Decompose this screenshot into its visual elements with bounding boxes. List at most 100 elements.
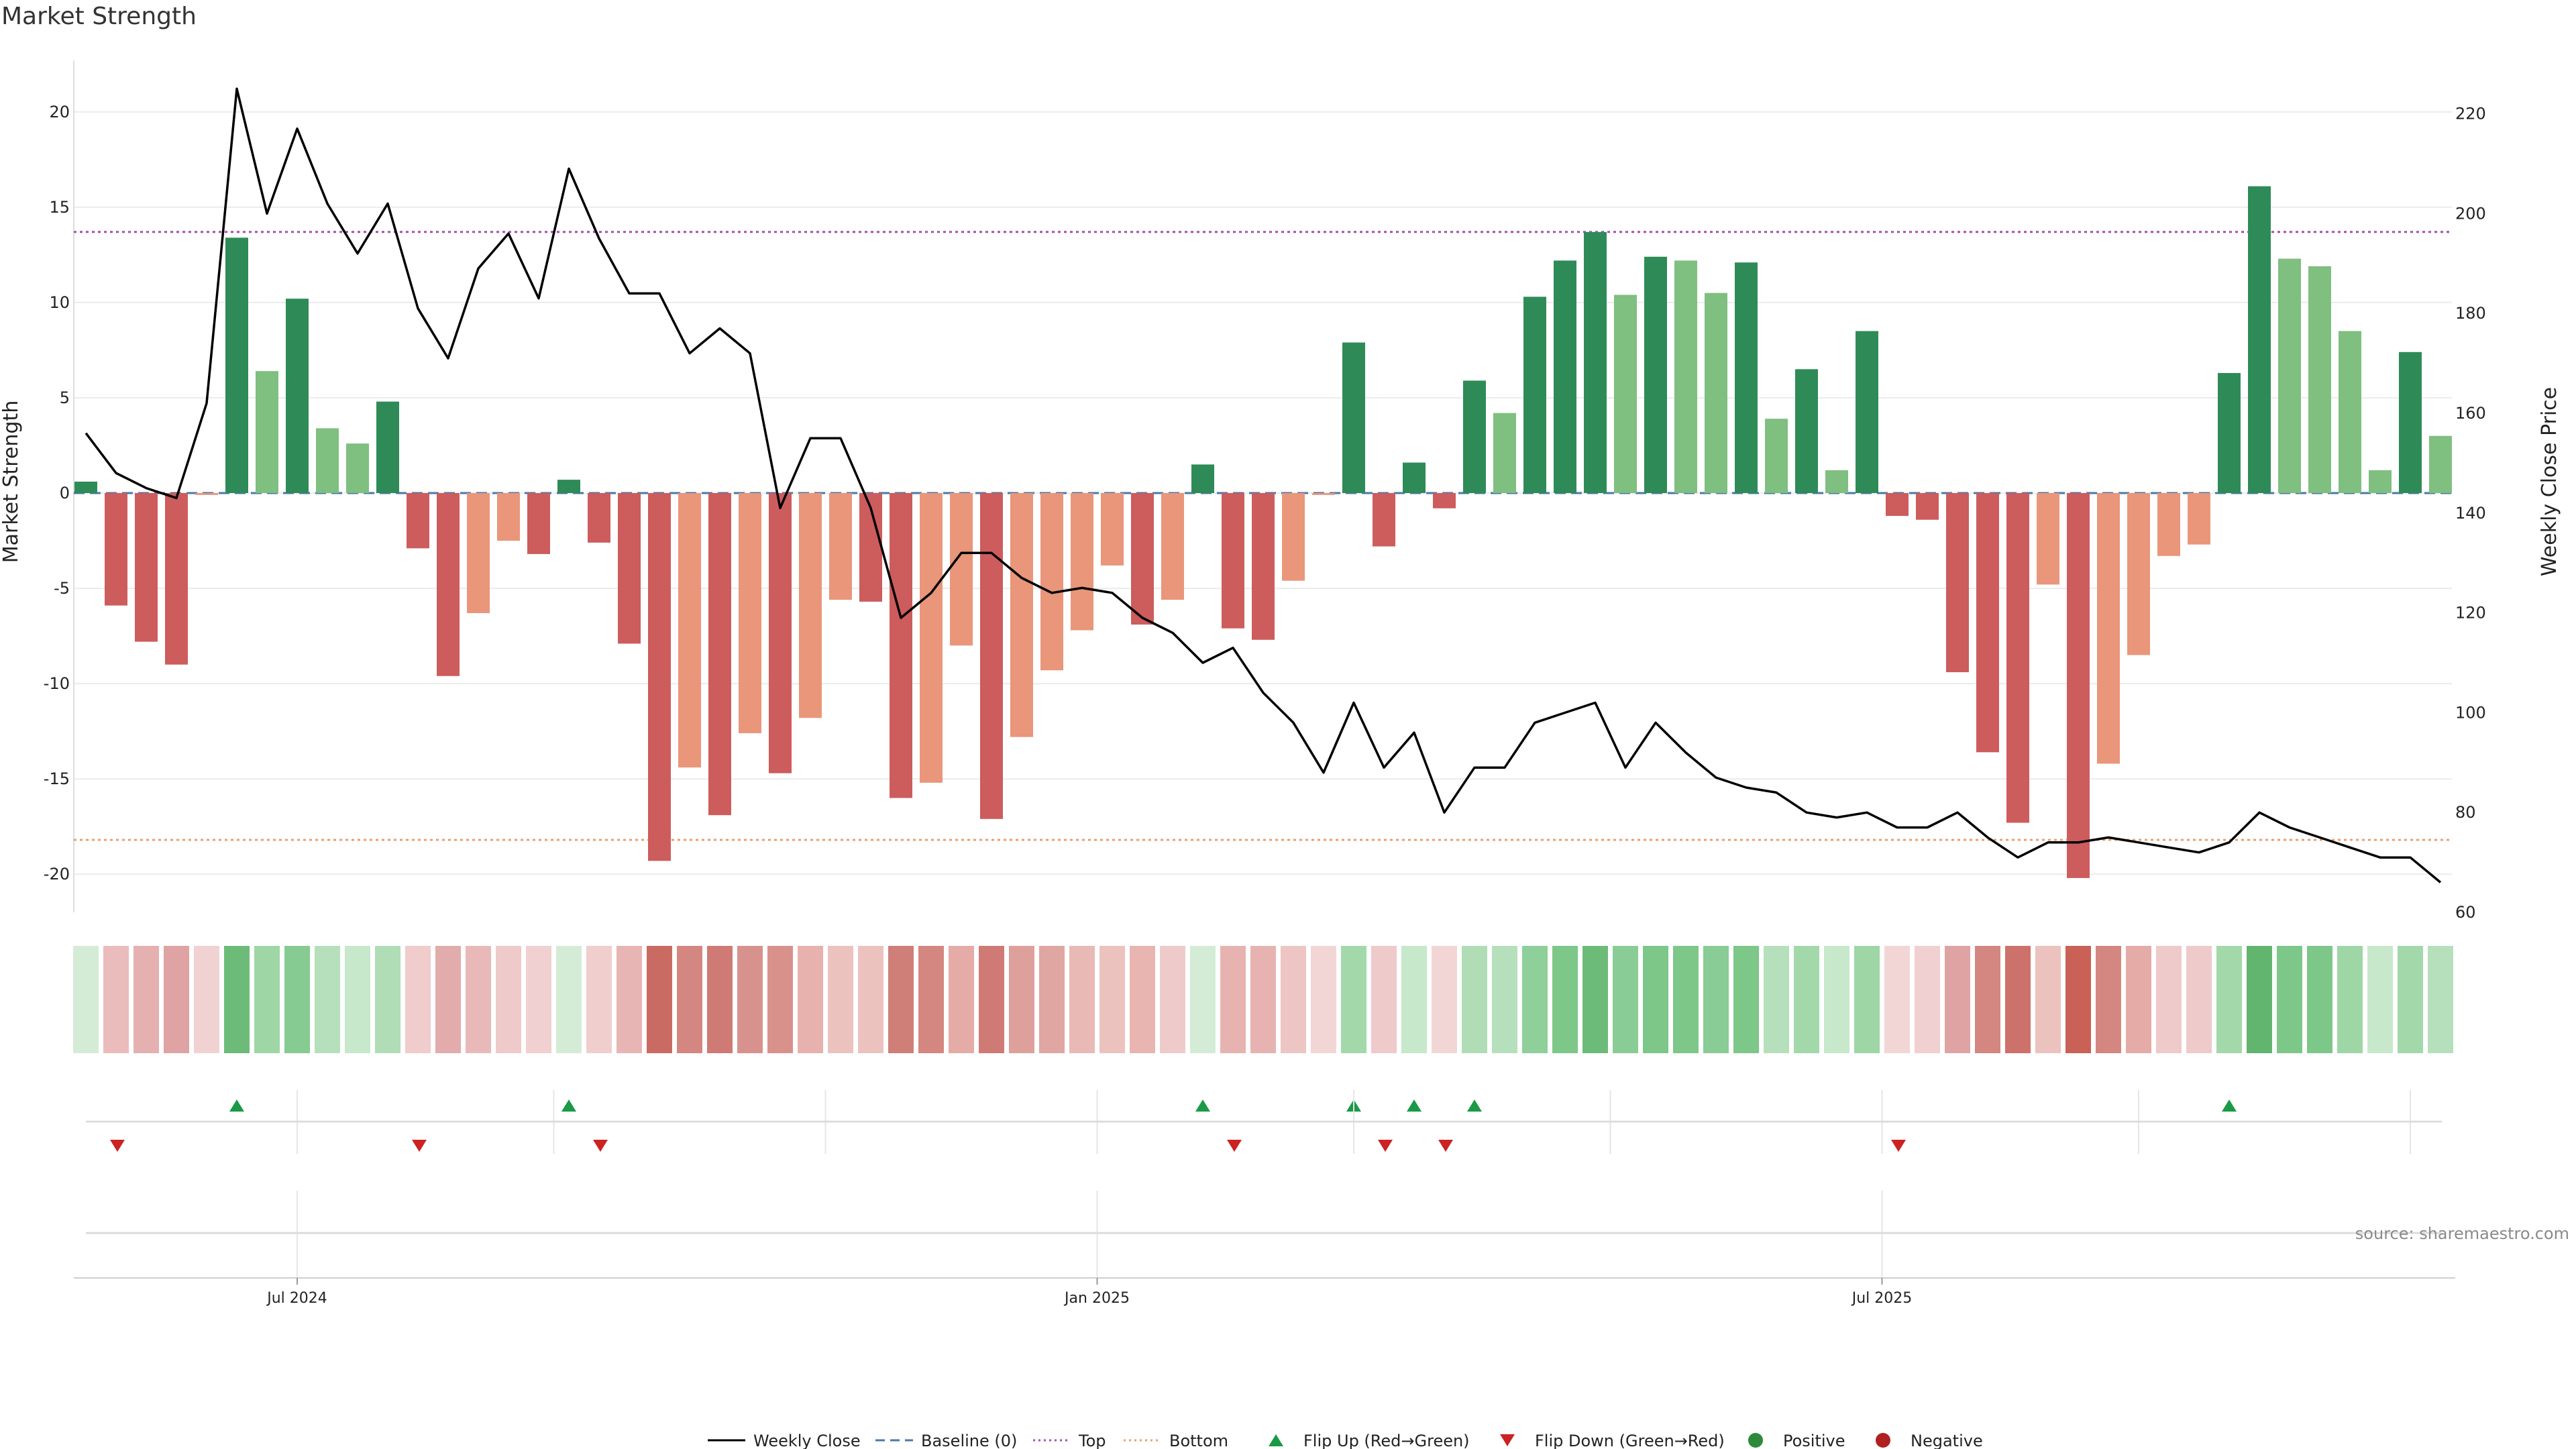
flip-up-marker [2222,1099,2237,1112]
strength-bar [1976,493,1999,753]
legend-item: Bottom [1124,1432,1228,1449]
strength-bar [799,493,822,718]
heat-cell [2428,946,2453,1053]
strength-bar [376,401,399,493]
strength-bar [829,493,852,600]
y2-tick-label: 140 [2455,504,2486,523]
heat-cell [918,946,944,1053]
y2-tick-label: 160 [2455,404,2486,423]
legend-item: Baseline (0) [875,1432,1017,1449]
strength-bar [256,371,278,493]
strength-bar [618,493,641,644]
strength-bar [1433,493,1456,508]
strength-bar [135,493,158,642]
strength-bar [74,481,97,493]
heat-cell [164,946,189,1053]
strength-bar [1463,380,1486,493]
legend-item: Negative [1876,1432,1983,1449]
y-tick-label: 20 [49,103,70,121]
strength-bar [1644,256,1667,493]
heat-cell [194,946,219,1053]
strength-bar [890,493,912,798]
y2-tick-label: 80 [2455,803,2476,822]
flip-down-marker [110,1140,125,1152]
y-tick-label: -10 [44,674,70,693]
strength-bar [1101,493,1124,566]
legend-tri-down-swatch [1500,1434,1515,1446]
heat-cell [1884,946,1910,1053]
strength-bar [648,493,671,861]
date-gridlines [74,1090,2455,1279]
strength-bar [1554,260,1576,493]
heat-cell [888,946,914,1053]
heat-cell [737,946,763,1053]
strength-bar [1191,464,1214,493]
strength-bar [2429,435,2452,493]
heat-cell [2277,946,2302,1053]
heat-cell [2307,946,2332,1053]
strength-bar [1674,260,1697,493]
strength-bar [1825,470,1848,493]
y-tick-label: 5 [60,388,70,407]
y-tick-label: 10 [49,293,70,312]
heat-cell [496,946,521,1053]
flip-down-marker [593,1140,608,1152]
y2-tick-label: 100 [2455,703,2486,722]
heat-cell [1643,946,1668,1053]
heat-cell [2096,946,2121,1053]
heat-cell [556,946,582,1053]
strength-bar [2037,493,2059,585]
strength-bars [74,186,2452,878]
strength-bar [2067,493,2090,878]
heat-cell [103,946,129,1053]
strength-bar [1856,331,1878,493]
heat-cell [1703,946,1729,1053]
y-tick-label: 15 [49,198,70,217]
heat-cell [1733,946,1759,1053]
legend-label: Top [1078,1432,1106,1449]
heat-cell [616,946,642,1053]
strength-bar [980,493,1003,819]
heat-cell [2186,946,2212,1053]
strength-bar [708,493,731,816]
flip-down-marker [1227,1140,1242,1152]
heat-cell [224,946,250,1053]
flip-up-marker [229,1099,244,1112]
heat-cell [345,946,370,1053]
heat-cell [133,946,159,1053]
legend-label: Weekly Close [753,1432,861,1449]
strength-bar [1946,493,1969,673]
left-axis-ticks: 20 15 10 5 0 -5 -10 -15 -20 [44,103,70,883]
heat-cell [1250,946,1276,1053]
heat-cell [1039,946,1065,1053]
heat-cell [707,946,733,1053]
x-tick-label: Jan 2025 [1063,1290,1130,1307]
strength-bar [920,493,943,783]
legend-item: Top [1033,1432,1106,1449]
legend-tri-up-swatch [1269,1434,1283,1446]
strength-bar [165,493,188,665]
legend-label: Bottom [1169,1432,1228,1449]
strength-bar [1523,297,1546,493]
heat-cell [1341,946,1366,1053]
x-axis-ticks: Jul 2024 Jan 2025 Jul 2025 [266,1278,1912,1307]
strength-bar [225,237,248,493]
strength-bar [105,493,127,606]
heat-cell [1824,946,1849,1053]
flip-down-marker [412,1140,427,1152]
strength-bar [1342,342,1365,493]
legend-circle-swatch [1876,1433,1890,1448]
strength-bar [2157,493,2180,556]
heat-cell [466,946,491,1053]
legend-item: Flip Up (Red→Green) [1269,1432,1470,1449]
strength-bar [467,493,490,613]
strength-bar [1916,493,1939,520]
price-polyline [85,87,2442,883]
strength-bar [2248,186,2271,493]
y2-tick-label: 120 [2455,604,2486,623]
heat-cell [1220,946,1246,1053]
strength-bar [1373,493,1395,547]
heat-cell [677,946,702,1053]
legend-label: Negative [1911,1432,1983,1449]
heat-cell [1673,946,1699,1053]
